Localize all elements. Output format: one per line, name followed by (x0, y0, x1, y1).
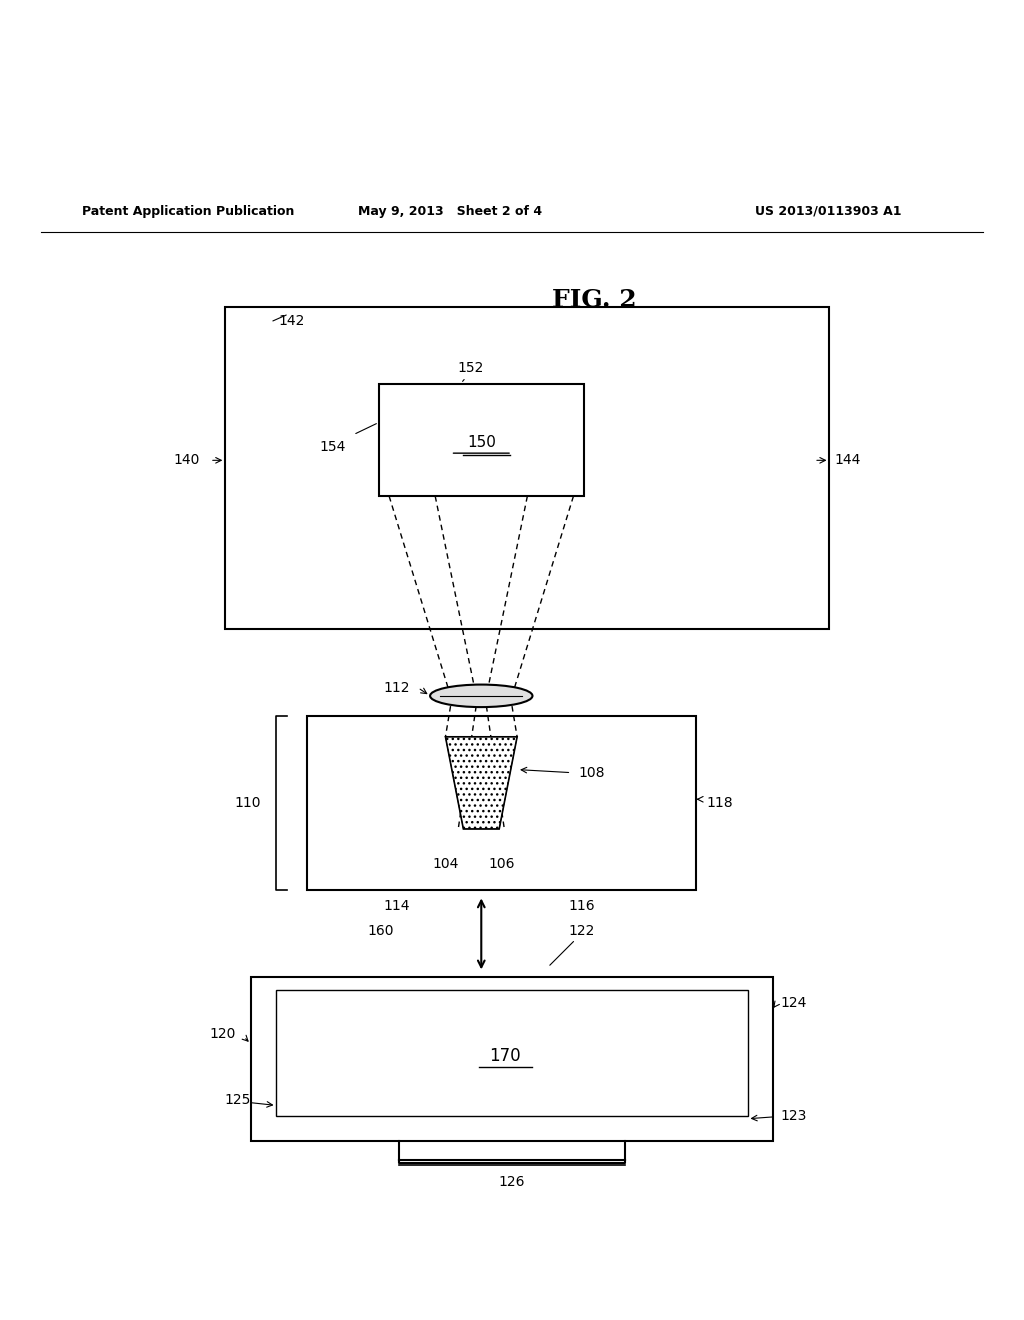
Text: 144: 144 (835, 453, 861, 467)
Text: 106: 106 (488, 857, 515, 871)
Text: 154: 154 (319, 440, 346, 454)
Text: 123: 123 (780, 1109, 807, 1123)
Text: 124: 124 (780, 997, 807, 1010)
Text: 125: 125 (224, 1093, 251, 1107)
Text: 116: 116 (568, 899, 595, 912)
Bar (379, 384, 584, 496)
Text: 104: 104 (432, 857, 459, 871)
Text: 120: 120 (209, 1027, 236, 1040)
Text: 160: 160 (368, 924, 394, 939)
Text: May 9, 2013   Sheet 2 of 4: May 9, 2013 Sheet 2 of 4 (358, 205, 543, 218)
Text: 170: 170 (489, 1047, 520, 1065)
Text: 108: 108 (579, 766, 605, 780)
Text: 142: 142 (279, 314, 305, 327)
Text: 122: 122 (568, 924, 595, 939)
Text: US 2013/0113903 A1: US 2013/0113903 A1 (755, 205, 901, 218)
Bar (225, 306, 829, 630)
Bar (307, 717, 696, 891)
Bar (251, 977, 773, 1142)
Text: 114: 114 (383, 899, 410, 912)
Ellipse shape (430, 685, 532, 708)
Bar (276, 990, 748, 1115)
Text: 152: 152 (458, 362, 484, 375)
Text: 118: 118 (707, 796, 733, 810)
Text: 140: 140 (173, 453, 200, 467)
Text: 110: 110 (234, 796, 261, 810)
Text: 126: 126 (499, 1175, 525, 1189)
Polygon shape (445, 737, 517, 829)
Text: 112: 112 (383, 681, 410, 694)
Text: 150: 150 (467, 436, 496, 450)
Text: Patent Application Publication: Patent Application Publication (82, 205, 294, 218)
Text: FIG. 2: FIG. 2 (552, 288, 636, 312)
